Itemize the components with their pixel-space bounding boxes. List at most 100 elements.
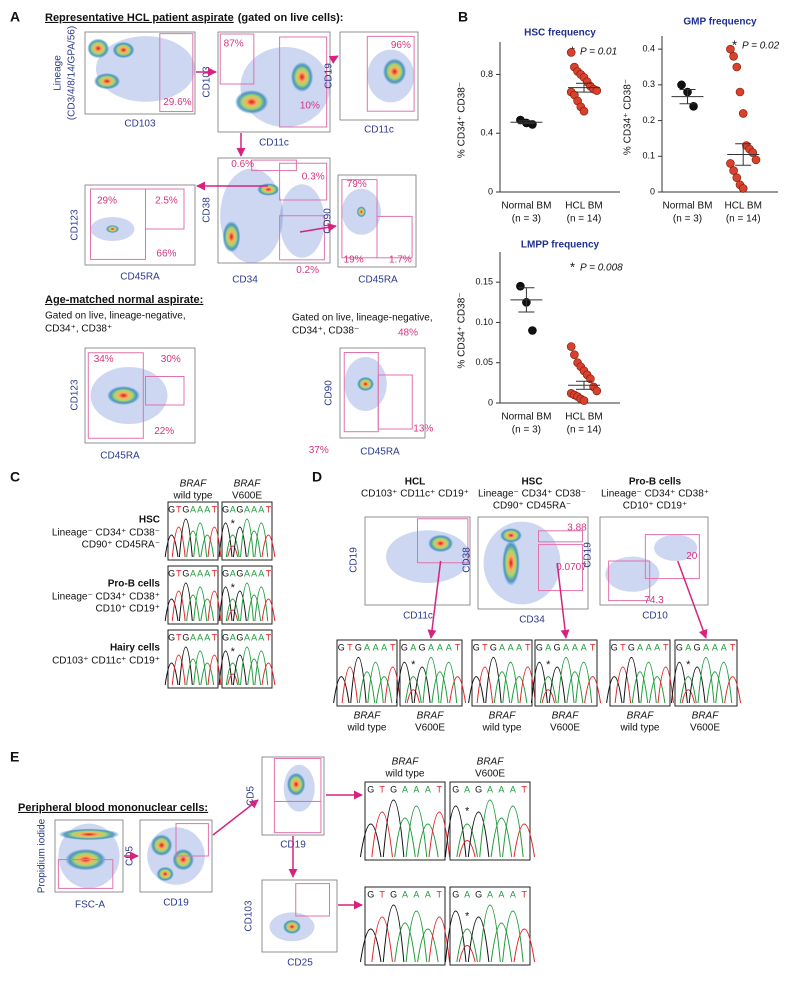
x-axis-label: CD34: [519, 615, 545, 626]
chromatogram-frame: [364, 781, 446, 861]
base-letter: T: [525, 642, 531, 652]
data-point: [732, 62, 742, 72]
chromatogram-peak: [394, 817, 416, 858]
chromatogram-peak: [502, 910, 524, 963]
gate: [366, 35, 415, 112]
trace-gene: BRAF: [477, 757, 505, 768]
chromatogram-peak: [715, 662, 733, 704]
row-desc: CD90⁺ CD45RA⁻: [82, 540, 160, 551]
chromatogram-peak: [406, 689, 420, 704]
trace-gene: BRAF: [354, 711, 382, 722]
cell-cloud: [386, 530, 470, 583]
cell-cloud: [96, 36, 195, 102]
y-tick-label: 0.05: [475, 357, 493, 367]
chromatogram-peak: [178, 646, 193, 686]
chart-title: GMP frequency: [683, 17, 757, 28]
mutation-marker: *: [231, 646, 236, 658]
chromatogram-peak: [557, 656, 575, 704]
base-letter: G: [236, 632, 243, 642]
n-label: (n = 14): [567, 425, 602, 436]
chromatogram-peak: [502, 805, 524, 858]
y-axis-label: CD123: [70, 209, 81, 241]
chromatogram-peak: [240, 582, 254, 622]
population-desc: CD10⁺ CD19⁺: [623, 501, 687, 512]
panel-title-note: (gated on live cells):: [238, 12, 344, 24]
chromatogram-peak: [359, 928, 382, 963]
chromatogram-peak: [382, 799, 405, 858]
gate: [87, 352, 144, 439]
chromatogram-peak: [200, 534, 215, 558]
gate: [145, 188, 185, 230]
base-letter: A: [197, 568, 203, 578]
base-letter: A: [498, 889, 504, 899]
chromatogram-peak: [261, 598, 276, 622]
y-axis-label: CD38: [462, 547, 473, 573]
trace-variant: wild type: [173, 491, 213, 502]
chromatogram-peak: [240, 518, 254, 558]
y-axis-label: CD19: [583, 542, 594, 568]
gate-percent: 0.3%: [302, 172, 325, 183]
plot-frame: [477, 516, 589, 610]
chromatogram-peak: [227, 673, 239, 686]
row-name: HSC: [139, 515, 160, 526]
y-axis-label: CD90: [323, 208, 334, 234]
base-letter: G: [475, 784, 482, 794]
x-tick-label: Normal BM: [663, 201, 713, 212]
chromatogram-peak: [254, 650, 269, 686]
trace-gene: BRAF: [489, 711, 517, 722]
gating-note: CD34⁺, CD38⁺: [45, 324, 112, 335]
density-blob: [93, 73, 121, 90]
base-letter: A: [251, 568, 257, 578]
chromatogram-peak: [218, 586, 233, 622]
population-title: HSC: [521, 477, 542, 488]
base-letter: A: [197, 504, 203, 514]
chromatogram-peak: [405, 805, 428, 858]
trace-variant: wild type: [482, 723, 522, 734]
base-letter: G: [611, 642, 618, 652]
base-letter: A: [563, 642, 569, 652]
chromatogram-peak: [468, 676, 485, 704]
gate-percent: 29.6%: [163, 97, 191, 108]
data-point: [677, 80, 686, 90]
density-blob: [222, 221, 241, 253]
chromatogram-peak: [394, 922, 416, 963]
trace-variant: wild type: [347, 723, 387, 734]
gate: [219, 33, 255, 85]
base-letter: T: [455, 642, 461, 652]
chromatogram-peak: [697, 656, 715, 704]
base-letter: A: [487, 889, 493, 899]
chromatogram-peak: [247, 658, 262, 686]
base-letter: A: [646, 642, 652, 652]
density-blob: [234, 90, 269, 114]
chromatogram-peak: [476, 666, 494, 704]
chromatogram-peak: [490, 817, 513, 858]
chromatogram-peak: [431, 671, 449, 704]
x-axis-label: CD11c: [364, 125, 394, 136]
gate: [175, 823, 209, 857]
chromatogram-peak: [417, 928, 439, 963]
y-axis-label: CD103: [244, 900, 255, 932]
gate-percent: 48%: [398, 327, 418, 338]
annotation: P = 0.008: [580, 263, 623, 274]
chromatogram-peak: [367, 662, 384, 704]
chromatogram-peak: [657, 666, 674, 704]
row-desc: Lineage⁻ CD34⁺ CD38⁻: [52, 528, 160, 539]
n-label: (n = 3): [512, 214, 541, 225]
data-point: [579, 396, 589, 405]
y-tick-label: 0.3: [642, 79, 655, 89]
chromatogram-peak: [164, 534, 179, 558]
base-letter: A: [464, 784, 470, 794]
base-letter: T: [663, 642, 669, 652]
gate: [279, 162, 328, 201]
base-letter: A: [230, 632, 236, 642]
density-blob: [107, 386, 140, 405]
base-letter: A: [244, 504, 250, 514]
base-letter: A: [251, 504, 257, 514]
base-letter: T: [266, 568, 272, 578]
chromatogram-peak: [171, 526, 186, 558]
base-letter: A: [190, 568, 196, 578]
base-letter: A: [516, 642, 522, 652]
gating-note: Gated on live, lineage-negative,: [292, 313, 433, 324]
trace-variant: wild type: [620, 723, 660, 734]
base-letter: A: [204, 632, 210, 642]
